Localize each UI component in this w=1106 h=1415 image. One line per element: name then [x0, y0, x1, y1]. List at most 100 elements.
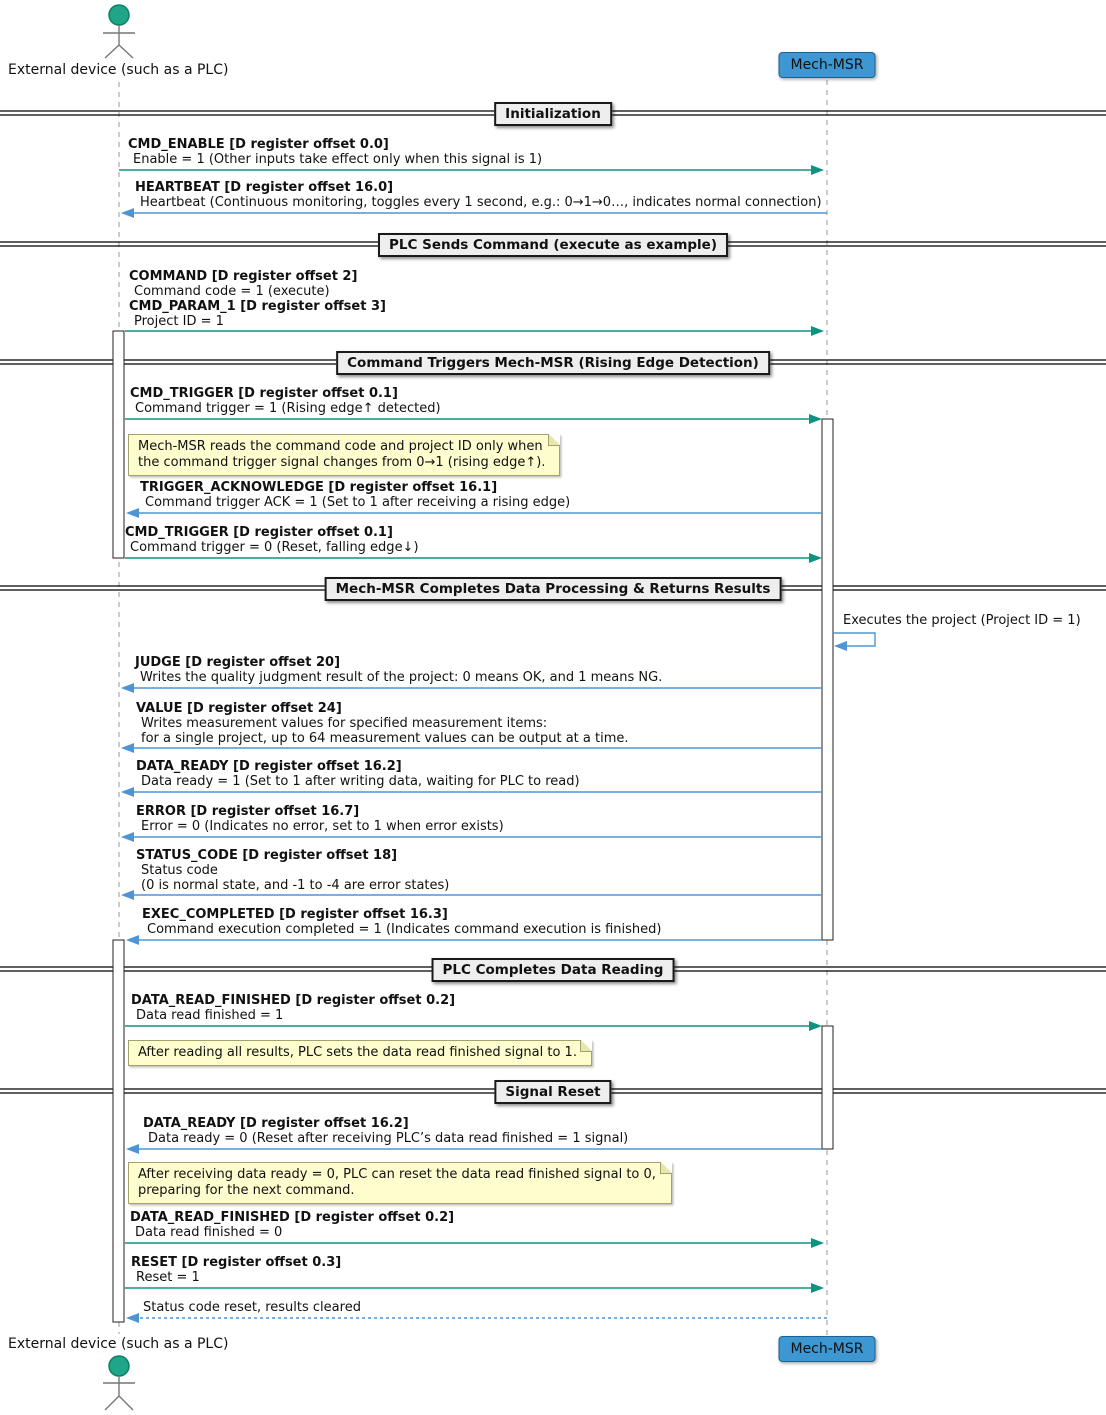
message-exec-completed: EXEC_COMPLETED [D register offset 16.3] … — [142, 907, 661, 937]
message-value: VALUE [D register offset 24] Writes meas… — [136, 701, 629, 746]
message-title: DATA_READ_FINISHED [D register offset 0.… — [130, 1210, 455, 1225]
message-trigger-acknowledge: TRIGGER_ACKNOWLEDGE [D register offset 1… — [140, 480, 570, 510]
actor-head — [108, 1355, 130, 1377]
message-desc: Error = 0 (Indicates no error, set to 1 … — [141, 819, 504, 834]
arrowhead-data-read-finished-set — [809, 1021, 822, 1031]
message-title: CMD_ENABLE [D register offset 0.0] — [128, 137, 389, 152]
message-desc: Command code = 1 (execute) — [134, 284, 330, 299]
note-line: the command trigger signal changes from … — [138, 455, 546, 470]
message-desc: Status code reset, results cleared — [143, 1300, 361, 1315]
note-fold-icon — [549, 434, 560, 445]
note-fold-edge-icon — [660, 1162, 672, 1174]
message-desc: Command trigger = 0 (Reset, falling edge… — [130, 540, 419, 555]
message-desc: Enable = 1 (Other inputs take effect onl… — [133, 152, 543, 167]
message-title: DATA_READY [D register offset 16.2] — [143, 1116, 409, 1131]
message-desc: (0 is normal state, and -1 to -4 are err… — [141, 878, 450, 893]
message-data-read-finished-set: DATA_READ_FINISHED [D register offset 0.… — [131, 993, 455, 1023]
message-desc: Status code — [141, 863, 218, 878]
message-desc: Reset = 1 — [136, 1270, 200, 1285]
divider-signal-reset: Signal Reset — [494, 1080, 612, 1104]
message-desc: for a single project, up to 64 measureme… — [141, 731, 629, 746]
arrowhead-judge — [121, 683, 134, 693]
note-data-read-finished: After reading all results, PLC sets the … — [128, 1040, 592, 1066]
note-fold-icon — [661, 1162, 672, 1173]
message-desc: Project ID = 1 — [134, 314, 224, 329]
message-desc: Heartbeat (Continuous monitoring, toggle… — [140, 195, 822, 210]
activation-plc-2 — [112, 939, 125, 1323]
message-desc: Command execution completed = 1 (Indicat… — [147, 922, 662, 937]
participant-msr-top: Mech-MSR — [778, 52, 876, 78]
arrowhead-trigger-acknowledge — [126, 508, 139, 518]
message-title: CMD_TRIGGER [D register offset 0.1] — [125, 525, 393, 540]
actor-body — [103, 25, 135, 59]
arrowhead-cmd-enable — [811, 165, 824, 175]
message-command: COMMAND [D register offset 2] Command co… — [129, 269, 386, 329]
arrowhead-data-ready-reset — [126, 1144, 139, 1154]
message-data-ready-reset: DATA_READY [D register offset 16.2] Data… — [143, 1116, 628, 1146]
message-title: COMMAND [D register offset 2] — [129, 269, 358, 284]
note-next-command: After receiving data ready = 0, PLC can … — [128, 1162, 672, 1204]
actor-plc-bottom-icon — [103, 1355, 135, 1411]
activation-plc-1 — [112, 330, 125, 559]
message-reset: RESET [D register offset 0.3] Reset = 1 — [131, 1255, 341, 1285]
actor-body — [103, 1376, 135, 1411]
arrowhead-data-ready-set — [121, 787, 134, 797]
note-line: preparing for the next command. — [138, 1183, 355, 1198]
note-line: Mech-MSR reads the command code and proj… — [138, 439, 543, 454]
message-cmd-enable: CMD_ENABLE [D register offset 0.0] Enabl… — [128, 137, 542, 167]
note-fold-edge-icon — [548, 434, 560, 446]
message-desc: Command trigger ACK = 1 (Set to 1 after … — [145, 495, 571, 510]
self-message-label: Executes the project (Project ID = 1) — [843, 613, 1081, 628]
actor-plc-label-top: External device (such as a PLC) — [8, 62, 229, 78]
message-title: TRIGGER_ACKNOWLEDGE [D register offset 1… — [140, 480, 498, 495]
message-desc: Data read finished = 0 — [135, 1225, 283, 1240]
arrowhead-error — [121, 832, 134, 842]
arrowhead-value — [121, 743, 134, 753]
divider-initialization: Initialization — [494, 102, 612, 126]
message-title: RESET [D register offset 0.3] — [131, 1255, 342, 1270]
message-title: JUDGE [D register offset 20] — [135, 655, 341, 670]
activation-msr-2 — [821, 1025, 834, 1150]
divider-plc-completes-reading: PLC Completes Data Reading — [431, 958, 675, 982]
participant-msr-bottom: Mech-MSR — [778, 1336, 876, 1362]
message-desc: Data ready = 1 (Set to 1 after writing d… — [141, 774, 580, 789]
message-title: EXEC_COMPLETED [D register offset 16.3] — [142, 907, 448, 922]
message-desc: Data ready = 0 (Reset after receiving PL… — [148, 1131, 629, 1146]
note-rising-edge: Mech-MSR reads the command code and proj… — [128, 434, 560, 476]
message-desc: Writes measurement values for specified … — [141, 716, 548, 731]
actor-plc-label-bottom: External device (such as a PLC) — [8, 1336, 229, 1352]
message-data-ready-set: DATA_READY [D register offset 16.2] Data… — [136, 759, 580, 789]
divider-command-triggers: Command Triggers Mech-MSR (Rising Edge D… — [336, 351, 770, 375]
message-title: ERROR [D register offset 16.7] — [136, 804, 360, 819]
message-title: DATA_READY [D register offset 16.2] — [136, 759, 402, 774]
arrow-executes-project-self — [833, 632, 876, 647]
arrowhead-cmd-trigger-reset — [809, 553, 822, 563]
message-cmd-trigger-reset: CMD_TRIGGER [D register offset 0.1] Comm… — [125, 525, 419, 555]
note-line: After reading all results, PLC sets the … — [138, 1045, 577, 1060]
arrowhead-status-code — [121, 890, 134, 900]
arrowhead-exec-completed — [126, 935, 139, 945]
message-title: CMD_TRIGGER [D register offset 0.1] — [130, 386, 398, 401]
arrowhead-heartbeat — [121, 208, 134, 218]
message-title: DATA_READ_FINISHED [D register offset 0.… — [131, 993, 456, 1008]
arrowhead-command — [811, 326, 824, 336]
message-desc: Data read finished = 1 — [136, 1008, 284, 1023]
message-data-read-finished-reset: DATA_READ_FINISHED [D register offset 0.… — [130, 1210, 454, 1240]
message-heartbeat: HEARTBEAT [D register offset 16.0] Heart… — [135, 180, 822, 210]
message-title: HEARTBEAT [D register offset 16.0] — [135, 180, 394, 195]
arrowhead-reset — [811, 1283, 824, 1293]
actor-plc-top-icon — [103, 4, 135, 59]
message-judge: JUDGE [D register offset 20] Writes the … — [135, 655, 662, 685]
activation-msr-1 — [821, 418, 834, 941]
message-error: ERROR [D register offset 16.7] Error = 0… — [136, 804, 504, 834]
note-line: After receiving data ready = 0, PLC can … — [138, 1167, 656, 1182]
message-status-reset-return: Status code reset, results cleared — [138, 1300, 361, 1315]
message-title: STATUS_CODE [D register offset 18] — [136, 848, 398, 863]
message-desc: Writes the quality judgment result of th… — [140, 670, 663, 685]
arrowhead-executes-project-self — [834, 641, 847, 651]
actor-head — [108, 4, 130, 26]
divider-returns-results: Mech-MSR Completes Data Processing & Ret… — [324, 577, 782, 601]
note-fold-edge-icon — [580, 1040, 592, 1052]
message-cmd-trigger-set: CMD_TRIGGER [D register offset 0.1] Comm… — [130, 386, 441, 416]
